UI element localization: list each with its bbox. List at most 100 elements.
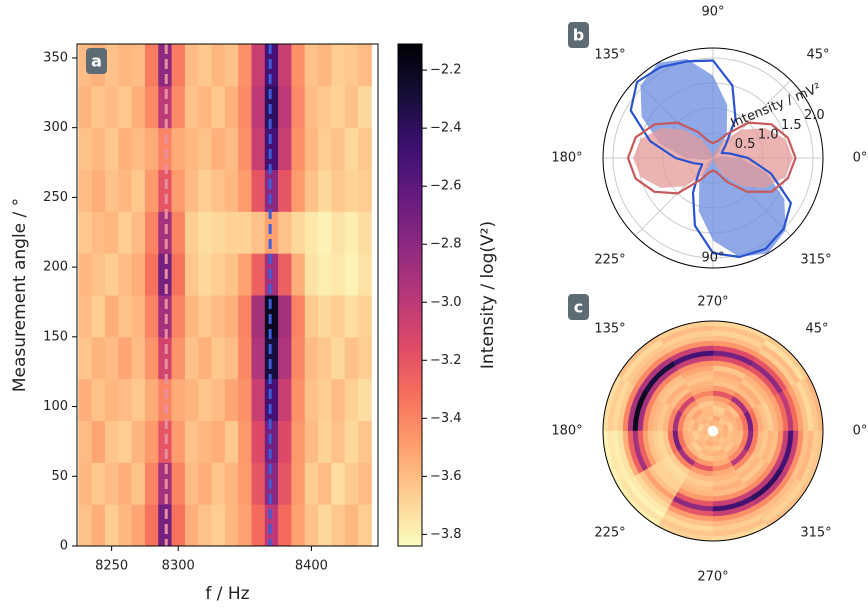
heatmap-cell	[224, 127, 239, 170]
heatmap-cell	[251, 211, 266, 254]
heatmap-cell	[198, 378, 213, 421]
heatmap-cell	[198, 462, 213, 505]
x-tick-label: 8300	[162, 559, 195, 574]
heatmap-cell	[264, 127, 279, 170]
heatmap-cell	[211, 504, 226, 546]
heatmap-cell	[318, 295, 332, 338]
heatmap-cell	[104, 336, 119, 380]
heatmap-cell	[331, 211, 346, 254]
heatmap-cell	[104, 85, 119, 129]
heatmap-cell	[238, 504, 252, 546]
y-tick-label: 200	[43, 260, 68, 275]
heatmap-cell	[344, 169, 359, 212]
heatmap-cell	[171, 420, 186, 463]
y-tick-label: 250	[43, 190, 68, 205]
heatmap-cell	[171, 211, 186, 254]
heatmap-cell	[278, 44, 292, 87]
heatmap-cell	[358, 44, 372, 87]
heatmap-cell	[131, 44, 146, 87]
colorbar-tick-label: −2.8	[430, 237, 462, 252]
heatmap-cell	[264, 85, 279, 129]
polar-grid-circle	[612, 57, 814, 259]
heatmap-cell	[251, 295, 266, 338]
colorbar-tick-label: −2.4	[430, 121, 462, 136]
heatmap-cell	[318, 169, 332, 212]
heatmap-cell	[264, 378, 279, 421]
heatmap-cell	[184, 462, 199, 505]
heatmap-cell	[144, 44, 159, 87]
heatmap-cell	[184, 85, 199, 129]
panel-label-box	[568, 294, 589, 320]
heatmap-cell	[104, 378, 119, 421]
heatmap-cell	[198, 504, 213, 546]
heatmap-cell	[144, 378, 159, 421]
heatmap-cell	[78, 169, 93, 212]
heatmap-cell	[144, 420, 159, 463]
heatmap-cell	[291, 295, 306, 338]
heatmap-cell	[184, 127, 199, 170]
heatmap-cell	[344, 253, 359, 296]
heatmap-cell	[331, 295, 346, 338]
heatmap-cell	[291, 504, 306, 546]
heatmap-cell	[291, 420, 306, 463]
heatmap-cell	[318, 211, 332, 254]
panel-label: c	[574, 298, 583, 317]
heatmap-cell	[171, 44, 186, 87]
polar-fit-area	[633, 128, 793, 188]
heatmap-cell	[224, 169, 239, 212]
heatmap-cell	[144, 295, 159, 338]
heatmap-cell	[198, 336, 213, 380]
heatmap-cell	[91, 336, 106, 380]
heatmap-cell	[158, 336, 173, 380]
heatmap-cell	[104, 127, 119, 170]
heatmap-cell	[211, 85, 226, 129]
polar-heatmap	[603, 321, 823, 541]
heatmap-cell	[278, 336, 292, 380]
heatmap-cell	[344, 378, 359, 421]
heatmap-cell	[211, 169, 226, 212]
heatmap-cell	[91, 85, 106, 129]
heatmap-cell	[118, 462, 133, 505]
heatmap-cell	[211, 127, 226, 170]
heatmap-cell	[211, 420, 226, 463]
heatmap-cell	[238, 127, 252, 170]
heatmap-cell	[238, 378, 252, 421]
heatmap-cell	[318, 462, 332, 505]
heatmap-cell	[224, 504, 239, 546]
heatmap-cell	[171, 504, 186, 546]
heatmap-cell	[291, 336, 306, 380]
heatmap-cell	[251, 44, 266, 87]
heatmap-cell	[344, 504, 359, 546]
polar-frame	[602, 320, 824, 542]
heatmap-cell	[358, 336, 372, 380]
heatmap-cell	[238, 169, 252, 212]
colorbar-tick-label: −3.4	[430, 411, 462, 426]
angle-label: 45°	[806, 48, 829, 63]
heatmap-cell	[118, 378, 133, 421]
angle-label: 270°	[697, 295, 728, 310]
y-tick-label: 300	[43, 120, 68, 135]
heatmap-cell	[318, 85, 332, 129]
y-axis-label: Measurement angle / °	[10, 198, 30, 392]
polar-line	[629, 59, 792, 259]
heatmap-cell	[304, 295, 319, 338]
heatmap-cell	[304, 253, 319, 296]
colorbar-tick-label: −2.6	[430, 179, 462, 194]
heatmap-cell	[198, 253, 213, 296]
heatmap-cell	[211, 378, 226, 421]
heatmap-cell	[358, 211, 372, 254]
heatmap-cell	[198, 169, 213, 212]
heatmap-cell	[118, 253, 133, 296]
heatmap-cell	[224, 378, 239, 421]
heatmap-cell	[264, 336, 279, 380]
heatmap-cell	[344, 295, 359, 338]
y-tick-label: 100	[43, 399, 68, 414]
heatmap-cell	[211, 44, 226, 87]
heatmap-cell	[104, 44, 119, 87]
heatmap-cell	[184, 336, 199, 380]
heatmap-cell	[291, 211, 306, 254]
heatmap-cell	[91, 295, 106, 338]
colorbar-label: Intensity / log(V²)	[478, 221, 498, 369]
heatmap-cell	[118, 336, 133, 380]
heatmap-cell	[291, 462, 306, 505]
